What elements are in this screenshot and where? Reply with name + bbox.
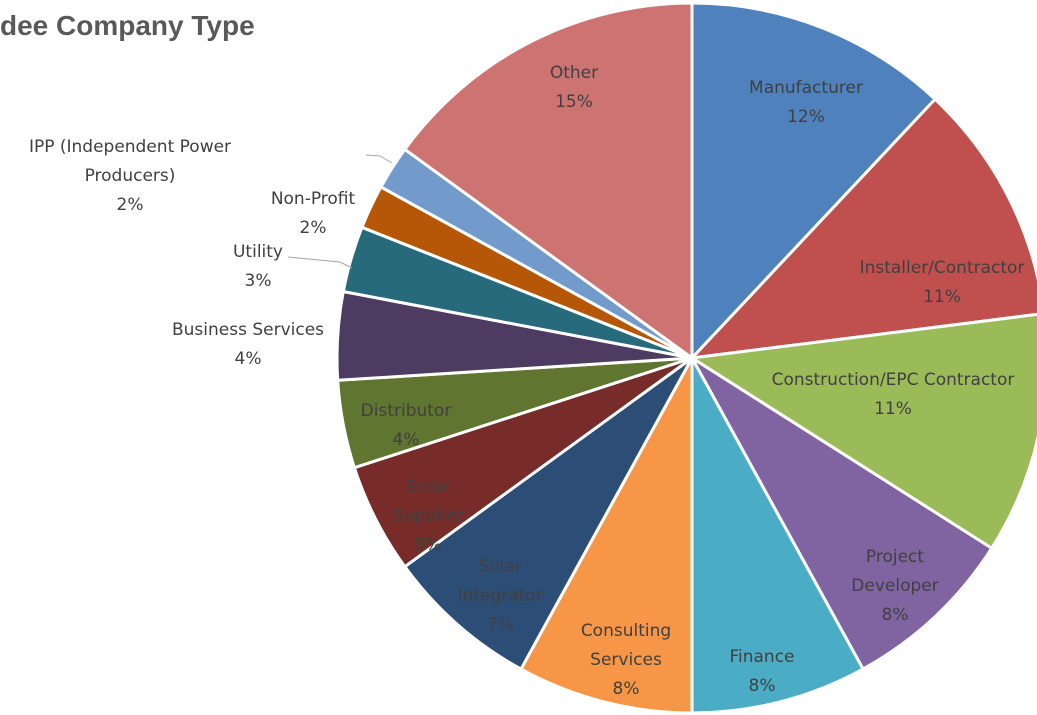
category-label: Manufacturer [749,78,863,98]
pie-slice [690,1,937,360]
category-label: Solar Supplier [392,477,464,526]
pie-slice [690,97,1037,360]
category-label: Finance [729,647,795,667]
value-label: 4% [234,349,262,369]
slice-label: Solar Supplier 5% [388,473,468,560]
slice-label: Utility 3% [108,238,408,296]
category-label: Consulting Services [580,621,672,670]
value-label: 15% [555,92,593,112]
value-label: 7% [486,615,514,635]
value-label: 11% [874,399,912,419]
category-label: Other [549,63,599,83]
slice-label: Solar Integrator 7% [450,553,550,640]
slice-label: Finance 8% [612,643,912,701]
value-label: 11% [923,287,961,307]
category-label: Installer/Contractor [859,258,1025,278]
value-label: 5% [414,535,442,555]
value-label: 2% [299,218,327,238]
chart-title: dee Company Type [0,10,255,41]
pie-slice [403,1,694,360]
value-label: 3% [244,271,272,291]
leader-line [365,154,393,164]
category-label: Distributor [360,401,452,421]
slice-label: IPP (Independent Power Producers) 2% [5,133,255,220]
slice-label: Installer/Contractor 11% [792,254,1037,312]
slice-label: Project Developer 8% [845,543,945,630]
value-label: 4% [392,430,420,450]
slice-label: Distributor 4% [256,397,556,455]
value-label: 8% [612,679,640,699]
slice-label: Construction/EPC Contractor 11% [743,366,1037,424]
category-label: Non-Profit [270,189,356,209]
value-label: 12% [787,107,825,127]
value-label: 8% [881,605,909,625]
pie-slice [403,356,694,671]
leader-line [287,256,353,269]
category-label: IPP (Independent Power Producers) [28,137,232,186]
slice-label: Non-Profit 2% [163,185,463,243]
slice-label: Other 15% [424,59,724,117]
category-label: Solar Integrator [457,557,543,606]
category-label: Construction/EPC Contractor [771,370,1015,390]
slice-label: Consulting Services 8% [571,617,681,704]
pie-slice [690,356,865,715]
category-label: Project Developer [851,547,939,596]
value-label: 8% [748,676,776,696]
category-label: Business Services [171,320,325,340]
value-label: 2% [116,195,144,215]
pie-slice [690,312,1037,550]
pie-slice [519,356,694,715]
slice-label: Manufacturer 12% [656,74,956,132]
category-label: Utility [232,242,283,262]
slice-label: Business Services 4% [98,316,398,374]
pie-slice [690,356,994,671]
